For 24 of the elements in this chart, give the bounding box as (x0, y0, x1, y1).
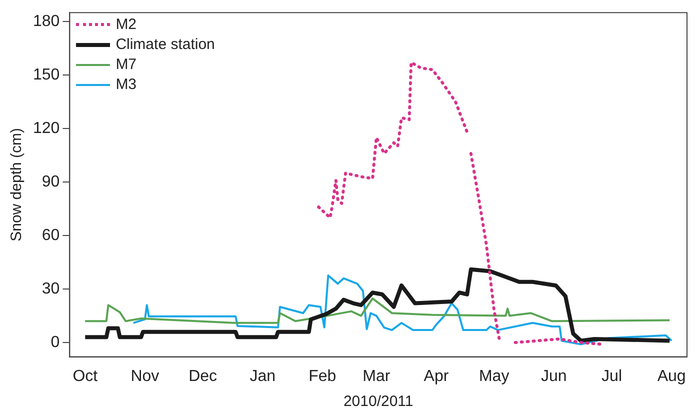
y-tick-label: 120 (32, 120, 60, 137)
x-axis-title: 2010/2011 (343, 393, 414, 410)
legend-label: M3 (116, 74, 137, 95)
y-tick-label: 60 (42, 226, 60, 244)
y-axis-title: Snow depth (cm) (8, 128, 26, 242)
x-tick-label: Mar (362, 368, 391, 385)
y-tick-label: 150 (32, 66, 60, 84)
legend-label: M7 (116, 54, 137, 75)
x-tick-label: Aug (657, 368, 686, 385)
x-tick-label: Jul (602, 368, 622, 385)
x-tick-label: Nov (130, 368, 160, 385)
y-tick-label: 0 (50, 334, 60, 351)
y-tick-label: 180 (32, 12, 60, 30)
y-tick-label: 90 (42, 173, 60, 190)
legend-label: Climate station (116, 34, 215, 55)
x-tick-label: Oct (72, 368, 98, 385)
x-tick-label: May (478, 368, 510, 385)
legend-label: M2 (116, 14, 137, 35)
x-tick-label: Jan (250, 368, 276, 385)
x-tick-label: Feb (308, 368, 336, 385)
x-tick-label: Apr (424, 368, 450, 385)
y-tick-label: 30 (42, 280, 60, 298)
x-tick-label: Jun (540, 368, 567, 385)
x-tick-label: Dec (188, 368, 218, 385)
